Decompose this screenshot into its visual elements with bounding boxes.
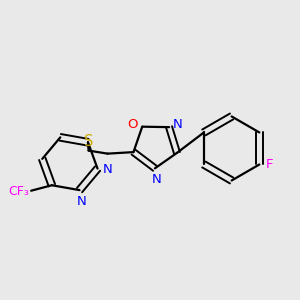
- Text: S: S: [84, 134, 93, 149]
- Text: N: N: [173, 118, 182, 131]
- Text: F: F: [266, 158, 274, 171]
- Text: N: N: [152, 172, 161, 186]
- Text: O: O: [128, 118, 138, 131]
- Text: N: N: [102, 163, 112, 176]
- Text: N: N: [77, 195, 87, 208]
- Text: CF₃: CF₃: [8, 185, 29, 198]
